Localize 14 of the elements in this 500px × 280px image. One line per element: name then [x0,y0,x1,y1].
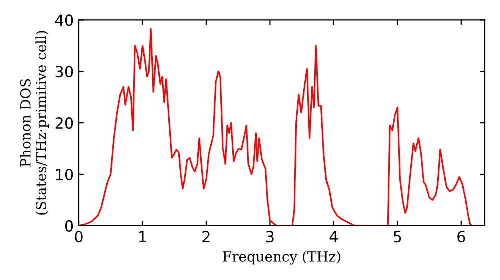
y-tick-label: 20 [56,118,74,130]
x-axis-title: Frequency (THz) [223,251,340,265]
y-tick-label: 10 [56,168,74,181]
y-axis-title: Phonon DOS (States/THz·primitive cell) [20,31,50,215]
x-tick-label: 4 [330,231,338,242]
x-tick-label: 5 [394,231,402,243]
y-tick-label: 0 [65,220,74,232]
x-tick-label: 3 [266,231,274,243]
y-tick-label: 40 [55,14,74,26]
x-tick-label: 0 [75,231,83,243]
x-tick-label: 1 [140,231,146,242]
x-tick-label: 6 [458,231,466,243]
y-tick-label: 30 [56,66,74,78]
x-tick-label: 2 [202,231,210,242]
